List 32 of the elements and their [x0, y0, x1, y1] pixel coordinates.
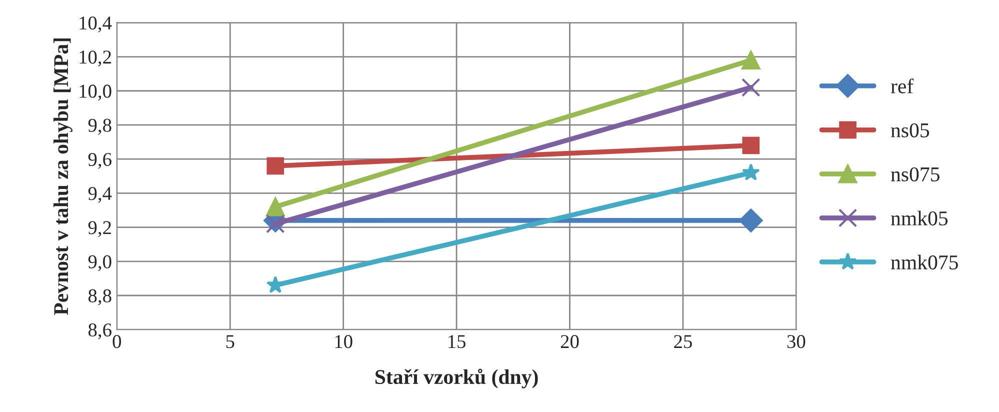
point — [266, 197, 285, 216]
point — [266, 157, 284, 175]
x-tick-label: 20 — [560, 335, 579, 348]
x-tick-label: 5 — [226, 335, 234, 348]
x-tick-label: 25 — [674, 335, 692, 348]
legend-label: ns05 — [890, 123, 930, 138]
y-tick-label: 10,2 — [80, 50, 111, 66]
x-tick-label: 30 — [787, 335, 806, 348]
point — [739, 208, 763, 232]
y-tick-label: 9,0 — [88, 255, 112, 272]
point — [266, 214, 285, 234]
y-tick-label: 9,4 — [88, 187, 112, 203]
y-tick-label: 10,4 — [80, 16, 112, 32]
y-tick-label: 10,0 — [80, 84, 112, 101]
point — [742, 50, 760, 70]
x-tick-label: 0 — [112, 335, 122, 348]
x-tick-label: 15 — [448, 335, 466, 348]
x-axis-title: Staří vzorků (dny) — [375, 368, 538, 388]
y-tick-label: 9,8 — [88, 118, 112, 135]
legend-label: nmk05 — [890, 210, 948, 226]
legend-label: ref — [890, 78, 914, 94]
point — [742, 78, 760, 97]
point — [742, 136, 760, 154]
y-tick-label: 8,8 — [88, 289, 112, 306]
x-tick-label: 10 — [335, 335, 352, 348]
y-tick-label: 9,2 — [88, 221, 111, 238]
y-tick-label: 8,6 — [88, 323, 112, 340]
y-tick-label: 9,6 — [88, 152, 112, 169]
legend-label: nmk075 — [890, 254, 958, 270]
point — [742, 163, 760, 181]
y-axis-title: Pevnost v tahu za ohybu [MPa] — [53, 38, 72, 315]
legend-label: ns075 — [890, 167, 940, 182]
